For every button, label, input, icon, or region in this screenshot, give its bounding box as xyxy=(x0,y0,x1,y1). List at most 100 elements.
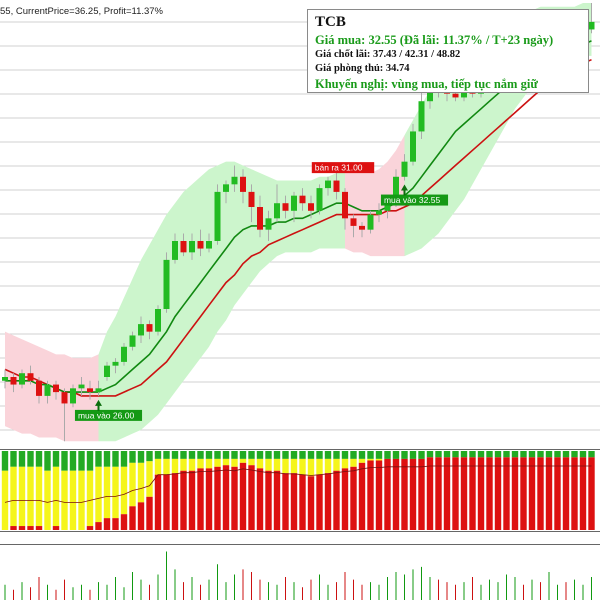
oscillator-bar xyxy=(69,451,77,530)
candle-body xyxy=(10,377,17,385)
oscillator-bar-green xyxy=(299,451,306,459)
candle-body xyxy=(384,203,391,211)
oscillator-bar-red xyxy=(469,457,476,530)
oscillator-bar xyxy=(129,451,136,530)
oscillator-bar-yellow xyxy=(180,458,187,471)
oscillator-bar-green xyxy=(426,451,434,458)
oscillator-bar-yellow xyxy=(316,458,323,475)
oscillator-panel xyxy=(0,451,600,530)
oscillator-bar-red xyxy=(477,457,485,530)
candle xyxy=(274,184,280,223)
oscillator-bar-red xyxy=(188,470,196,530)
oscillator-bar xyxy=(27,451,34,530)
oscillator-bar-yellow xyxy=(171,458,179,474)
oscillator-bar xyxy=(409,451,417,530)
oscillator-bar-red xyxy=(401,458,408,530)
oscillator-bar-green xyxy=(316,451,323,459)
candle xyxy=(359,222,365,238)
oscillator-bar-green xyxy=(435,451,442,458)
oscillator-bar-yellow xyxy=(78,470,85,530)
info-box: TCB Giá mua: 32.55 (Đã lãi: 11.37% / T+2… xyxy=(307,9,589,93)
oscillator-bar-green xyxy=(545,451,553,458)
oscillator-bar-yellow xyxy=(112,466,119,519)
buy-signal-label-bg xyxy=(74,409,143,421)
oscillator-bar-green xyxy=(18,451,26,467)
candle xyxy=(367,210,374,234)
oscillator-signal-line xyxy=(4,465,592,503)
candle-body xyxy=(180,241,187,253)
oscillator-bar xyxy=(316,451,323,530)
price-grid xyxy=(0,21,600,431)
candle xyxy=(206,233,212,253)
oscillator-bar xyxy=(197,451,204,530)
oscillator-bar-yellow xyxy=(341,458,349,469)
buy-arrow-icon xyxy=(401,184,408,196)
candle xyxy=(325,176,331,196)
oscillator-bar xyxy=(282,451,289,530)
oscillator-bar xyxy=(35,451,43,530)
oscillator-bar-red xyxy=(375,460,383,530)
oscillator-bar xyxy=(78,451,85,530)
oscillator-bar-yellow xyxy=(282,458,289,474)
candle xyxy=(112,358,119,374)
oscillator-bar-yellow xyxy=(188,458,196,471)
candle xyxy=(121,343,127,366)
candle-body xyxy=(240,176,246,192)
oscillator-bar xyxy=(486,451,493,530)
candle xyxy=(19,369,25,389)
oscillator-bar-red xyxy=(324,473,332,530)
candle-body xyxy=(36,380,42,396)
candle-body xyxy=(333,180,340,192)
oscillator-bar-red xyxy=(256,468,264,530)
oscillator-bar-yellow xyxy=(61,470,68,530)
oscillator-bar-red xyxy=(528,457,536,530)
candle xyxy=(10,373,17,393)
oscillator-bar-red xyxy=(520,457,527,530)
candle-body xyxy=(376,210,382,215)
oscillator-bar-yellow xyxy=(205,458,213,469)
oscillator-bar-yellow xyxy=(18,466,26,527)
candle xyxy=(282,195,289,219)
candle xyxy=(308,195,314,219)
candle xyxy=(299,188,306,211)
oscillator-bar xyxy=(205,451,213,530)
oscillator-bar xyxy=(61,451,68,530)
oscillator-bar-red xyxy=(18,526,26,530)
oscillator-bar-green xyxy=(511,451,519,458)
oscillator-bar xyxy=(545,451,553,530)
oscillator-bar-red xyxy=(452,457,459,530)
take-profit-line: Giá chốt lãi: 37.43 / 42.31 / 48.82 xyxy=(315,49,461,60)
oscillator-bar xyxy=(1,451,9,530)
ticker-symbol: TCB xyxy=(315,14,346,30)
oscillator-bar-green xyxy=(27,451,34,467)
candle xyxy=(350,214,357,238)
oscillator-bar-green xyxy=(503,451,510,458)
oscillator-bar xyxy=(520,451,527,530)
fast-ma-line xyxy=(5,40,592,393)
oscillator-bar xyxy=(554,451,561,530)
oscillator-bar-red xyxy=(341,468,349,530)
oscillator-bar-green xyxy=(537,451,544,458)
oscillator-bar-red xyxy=(554,457,561,530)
oscillator-bar-green xyxy=(477,451,485,458)
candle-body xyxy=(316,188,323,211)
oscillator-bar xyxy=(44,451,51,530)
oscillator-bar-yellow xyxy=(324,458,332,474)
panel-separators xyxy=(0,449,600,545)
candle xyxy=(333,169,340,200)
oscillator-bar-red xyxy=(290,473,298,530)
oscillator-bar xyxy=(392,451,400,530)
oscillator-bar xyxy=(154,451,162,530)
oscillator-bar xyxy=(188,451,196,530)
oscillator-bar-yellow xyxy=(367,458,374,461)
oscillator-bar-red xyxy=(171,473,179,530)
oscillator-bar xyxy=(86,451,94,530)
buy-price-line: Giá mua: 32.55 (Đã lãi: 11.37% / T+23 ng… xyxy=(315,33,554,47)
oscillator-bar xyxy=(299,451,306,530)
oscillator-bar xyxy=(137,451,145,530)
oscillator-bar-red xyxy=(537,457,544,530)
oscillator-bar xyxy=(375,451,383,530)
volume-background xyxy=(0,545,600,600)
oscillator-bar xyxy=(384,451,391,530)
candle-body xyxy=(342,191,348,219)
